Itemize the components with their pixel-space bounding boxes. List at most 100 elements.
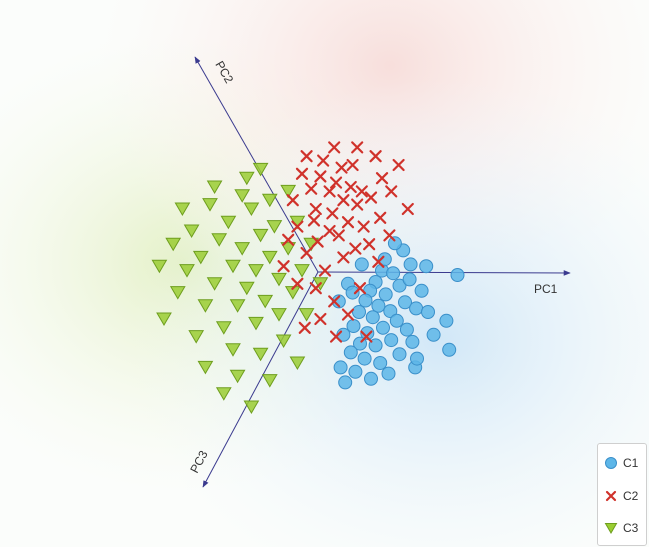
point-c2-38[interactable] (328, 295, 341, 308)
point-c3-49[interactable] (243, 400, 260, 414)
point-c2-41[interactable] (291, 277, 304, 290)
point-c3-2[interactable] (271, 272, 287, 287)
point-c1-34[interactable] (348, 364, 363, 379)
point-c3-8[interactable] (211, 233, 228, 247)
point-c1-45[interactable] (354, 257, 369, 272)
point-c1-28[interactable] (357, 351, 372, 366)
point-c3-25[interactable] (202, 198, 218, 212)
point-c2-12[interactable] (317, 154, 330, 167)
point-c2-25[interactable] (349, 242, 362, 255)
point-c1-9[interactable] (383, 304, 398, 319)
point-c2-37[interactable] (309, 282, 322, 295)
point-c2-48[interactable] (307, 214, 321, 227)
point-c1-44[interactable] (419, 259, 434, 274)
point-c2-14[interactable] (375, 172, 389, 185)
point-c3-18[interactable] (179, 264, 195, 278)
point-c1-29[interactable] (343, 345, 358, 360)
point-c3-43[interactable] (174, 202, 191, 216)
point-c1-22[interactable] (405, 334, 420, 349)
point-c3-21[interactable] (271, 308, 287, 322)
point-c3-26[interactable] (169, 286, 186, 300)
point-c1-4[interactable] (378, 287, 393, 302)
point-c2-43[interactable] (329, 330, 343, 343)
point-c2-13[interactable] (346, 158, 359, 172)
point-c1-37[interactable] (450, 268, 465, 282)
point-c2-21[interactable] (357, 220, 370, 233)
point-c2-10[interactable] (364, 191, 378, 204)
point-c1-27[interactable] (373, 356, 388, 370)
point-c1-7[interactable] (398, 295, 412, 310)
point-c3-13[interactable] (220, 215, 237, 230)
point-c3-37[interactable] (280, 184, 297, 199)
point-c3-35[interactable] (206, 180, 223, 194)
point-c2-17[interactable] (328, 141, 341, 154)
point-c3-23[interactable] (234, 189, 251, 203)
point-c3-4[interactable] (252, 228, 269, 243)
legend-item-c3[interactable]: C3 (598, 518, 648, 538)
point-c3-31[interactable] (188, 330, 205, 344)
legend-item-c1[interactable]: C1 (598, 453, 648, 473)
point-c1-43[interactable] (403, 257, 418, 272)
point-c2-18[interactable] (300, 150, 313, 163)
point-c3-28[interactable] (294, 264, 310, 278)
point-c3-6[interactable] (238, 281, 255, 296)
point-c3-39[interactable] (229, 369, 246, 384)
point-c3-15[interactable] (280, 242, 297, 256)
point-c1-17[interactable] (399, 322, 414, 337)
point-c2-29[interactable] (291, 220, 304, 233)
point-c3-33[interactable] (165, 237, 182, 252)
point-c2-33[interactable] (401, 202, 414, 216)
point-c2-27[interactable] (337, 251, 350, 264)
point-c3-7[interactable] (266, 220, 283, 234)
point-c1-48[interactable] (410, 351, 424, 366)
point-c1-10[interactable] (358, 293, 373, 308)
point-c2-23[interactable] (323, 224, 336, 238)
point-c2-9[interactable] (355, 185, 368, 198)
point-c1-6[interactable] (402, 272, 417, 287)
point-c3-1[interactable] (248, 264, 264, 278)
point-c2-47[interactable] (372, 255, 385, 268)
point-c2-35[interactable] (282, 233, 295, 246)
point-c2-2[interactable] (314, 170, 327, 183)
point-c3-5[interactable] (225, 259, 241, 274)
point-c1-35[interactable] (338, 375, 353, 390)
point-c3-3[interactable] (234, 242, 251, 256)
point-c2-5[interactable] (305, 182, 318, 195)
point-c3-46[interactable] (252, 162, 269, 177)
point-c3-34[interactable] (298, 308, 315, 322)
point-c3-42[interactable] (289, 356, 306, 370)
point-c1-30[interactable] (442, 342, 457, 357)
point-c3-40[interactable] (261, 374, 278, 388)
point-c1-21[interactable] (384, 333, 399, 348)
point-c1-38[interactable] (331, 294, 346, 309)
point-c2-4[interactable] (344, 180, 357, 194)
point-c2-15[interactable] (385, 185, 398, 198)
point-c2-7[interactable] (326, 207, 339, 220)
point-c3-38[interactable] (156, 312, 172, 326)
point-c2-3[interactable] (337, 194, 350, 207)
point-c2-40[interactable] (341, 308, 355, 321)
point-c2-32[interactable] (392, 158, 405, 172)
point-c3-14[interactable] (243, 202, 260, 216)
point-c1-16[interactable] (376, 320, 390, 335)
point-c2-34[interactable] (383, 229, 396, 242)
point-c1-49[interactable] (333, 360, 348, 375)
point-c2-22[interactable] (374, 211, 387, 224)
point-c3-0[interactable] (261, 250, 278, 265)
point-c3-41[interactable] (197, 360, 214, 375)
point-c3-32[interactable] (275, 334, 292, 348)
point-c2-44[interactable] (298, 321, 311, 334)
point-c3-9[interactable] (206, 277, 223, 291)
point-c2-42[interactable] (353, 282, 367, 295)
point-c3-20[interactable] (248, 316, 264, 331)
point-c1-46[interactable] (345, 285, 360, 300)
point-c3-30[interactable] (252, 347, 269, 362)
point-c2-20[interactable] (332, 229, 345, 242)
point-c2-45[interactable] (360, 330, 373, 343)
point-c1-25[interactable] (426, 327, 441, 342)
point-c3-17[interactable] (197, 299, 214, 313)
point-c2-36[interactable] (318, 264, 332, 277)
point-c3-16[interactable] (284, 286, 301, 300)
point-c3-24[interactable] (261, 193, 278, 208)
